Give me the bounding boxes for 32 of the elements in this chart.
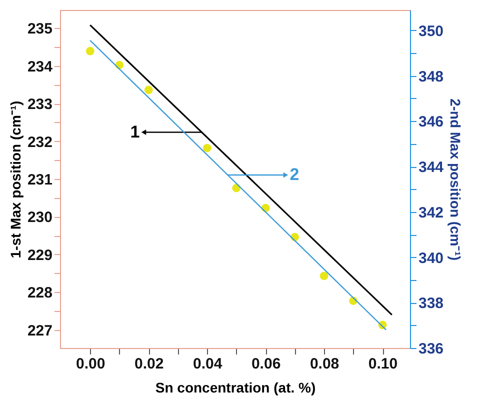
y-tick-label: 228 — [27, 284, 52, 302]
x-tick-label: 0.00 — [76, 356, 106, 372]
legend-label: 2 — [290, 164, 300, 184]
y-tick-label: 232 — [27, 134, 52, 151]
y-tick-label: 227 — [27, 322, 52, 340]
y-tick-label: 229 — [27, 246, 52, 264]
y2-tick-label: 350 — [418, 22, 444, 40]
x-axis-title: Sn concentration (at. %) — [155, 380, 316, 396]
point — [320, 272, 328, 280]
point — [144, 86, 153, 94]
x-tick-label: 0.06 — [251, 356, 281, 372]
y2-tick-label: 342 — [418, 204, 444, 222]
y-tick-label: 231 — [27, 172, 52, 188]
y2-tick-label: 338 — [418, 295, 444, 312]
y2-axis-title: 2-nd Max position (cm⁻¹) — [448, 98, 464, 261]
x-tick-label: 0.02 — [134, 356, 164, 372]
x-tick-label: 0.08 — [310, 356, 340, 372]
y-tick-label: 234 — [27, 58, 54, 76]
x-tick-label: 0.10 — [368, 356, 398, 372]
y2-tick-label: 344 — [418, 159, 444, 176]
y2-tick-label: 346 — [418, 114, 444, 131]
x-tick-label: 0.04 — [192, 356, 223, 372]
y2-tick-label: 336 — [418, 340, 444, 358]
y-tick-label: 233 — [27, 96, 52, 114]
point — [202, 144, 212, 152]
point — [86, 46, 94, 56]
y-tick-label: 235 — [27, 20, 52, 38]
y-axis-title: 1-st Max position (cm⁻¹) — [7, 100, 24, 258]
y2-tick-label: 340 — [418, 250, 444, 267]
y-tick-label: 230 — [27, 209, 52, 226]
text: 1 — [130, 122, 140, 142]
y2-tick-label: 348 — [418, 68, 444, 86]
